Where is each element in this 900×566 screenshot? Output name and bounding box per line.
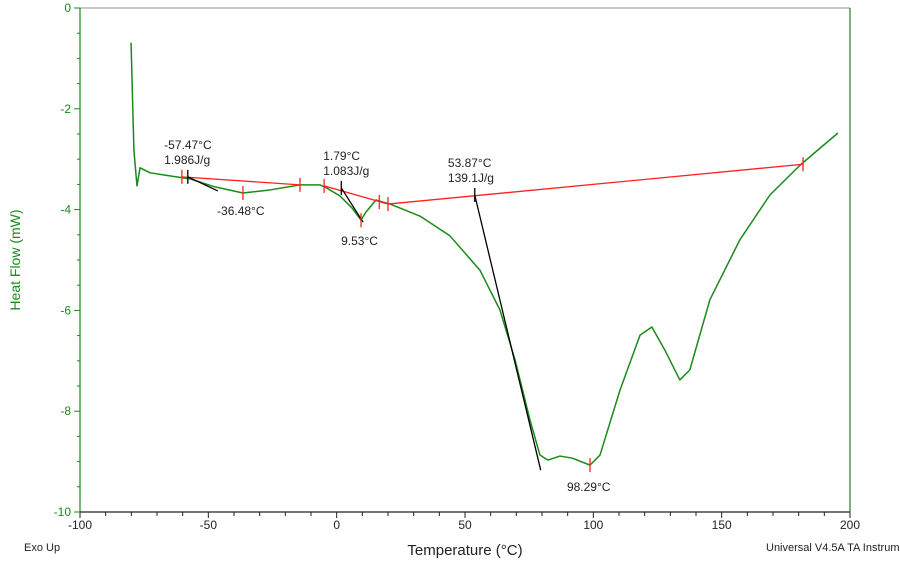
annotation-label: 139.1J/g xyxy=(448,171,494,185)
baseline-segment xyxy=(323,185,389,205)
x-tick-label: 150 xyxy=(712,518,732,532)
y-axis-title: Heat Flow (mW) xyxy=(7,209,23,310)
baseline-segment xyxy=(387,163,804,205)
y-tick-label: -6 xyxy=(60,303,71,317)
annotation-label: 53.87°C xyxy=(448,156,492,170)
y-tick-label: -2 xyxy=(60,102,71,116)
annotation-label: 1.79°C xyxy=(323,149,360,163)
footer-right: Universal V4.5A TA Instruments xyxy=(766,542,900,554)
annotation-label: 98.29°C xyxy=(567,480,611,494)
annotation-label: 1.986J/g xyxy=(164,153,210,167)
x-axis-title: Temperature (°C) xyxy=(407,542,522,559)
annotation-label: 9.53°C xyxy=(341,234,378,248)
tangent-line xyxy=(474,194,542,471)
footer-left: Exo Up xyxy=(24,542,60,554)
x-tick-label: -50 xyxy=(200,518,218,532)
annotation-label: 1.083J/g xyxy=(323,164,369,178)
x-tick-label: -100 xyxy=(68,518,92,532)
x-tick-label: 50 xyxy=(458,518,472,532)
x-tick-label: 100 xyxy=(583,518,603,532)
x-tick-label: 200 xyxy=(840,518,860,532)
y-tick-label: 0 xyxy=(64,1,71,15)
y-tick-label: -8 xyxy=(60,404,71,418)
heat-flow-curve xyxy=(130,42,839,466)
tangent-line xyxy=(340,187,364,223)
y-tick-label: -10 xyxy=(54,505,72,519)
tangent-line xyxy=(187,176,219,192)
annotation-label: -36.48°C xyxy=(217,204,265,218)
x-tick-label: 0 xyxy=(333,518,340,532)
y-tick-label: -4 xyxy=(60,203,71,217)
annotation-label: -57.47°C xyxy=(164,138,212,152)
baseline-segment xyxy=(181,176,301,186)
